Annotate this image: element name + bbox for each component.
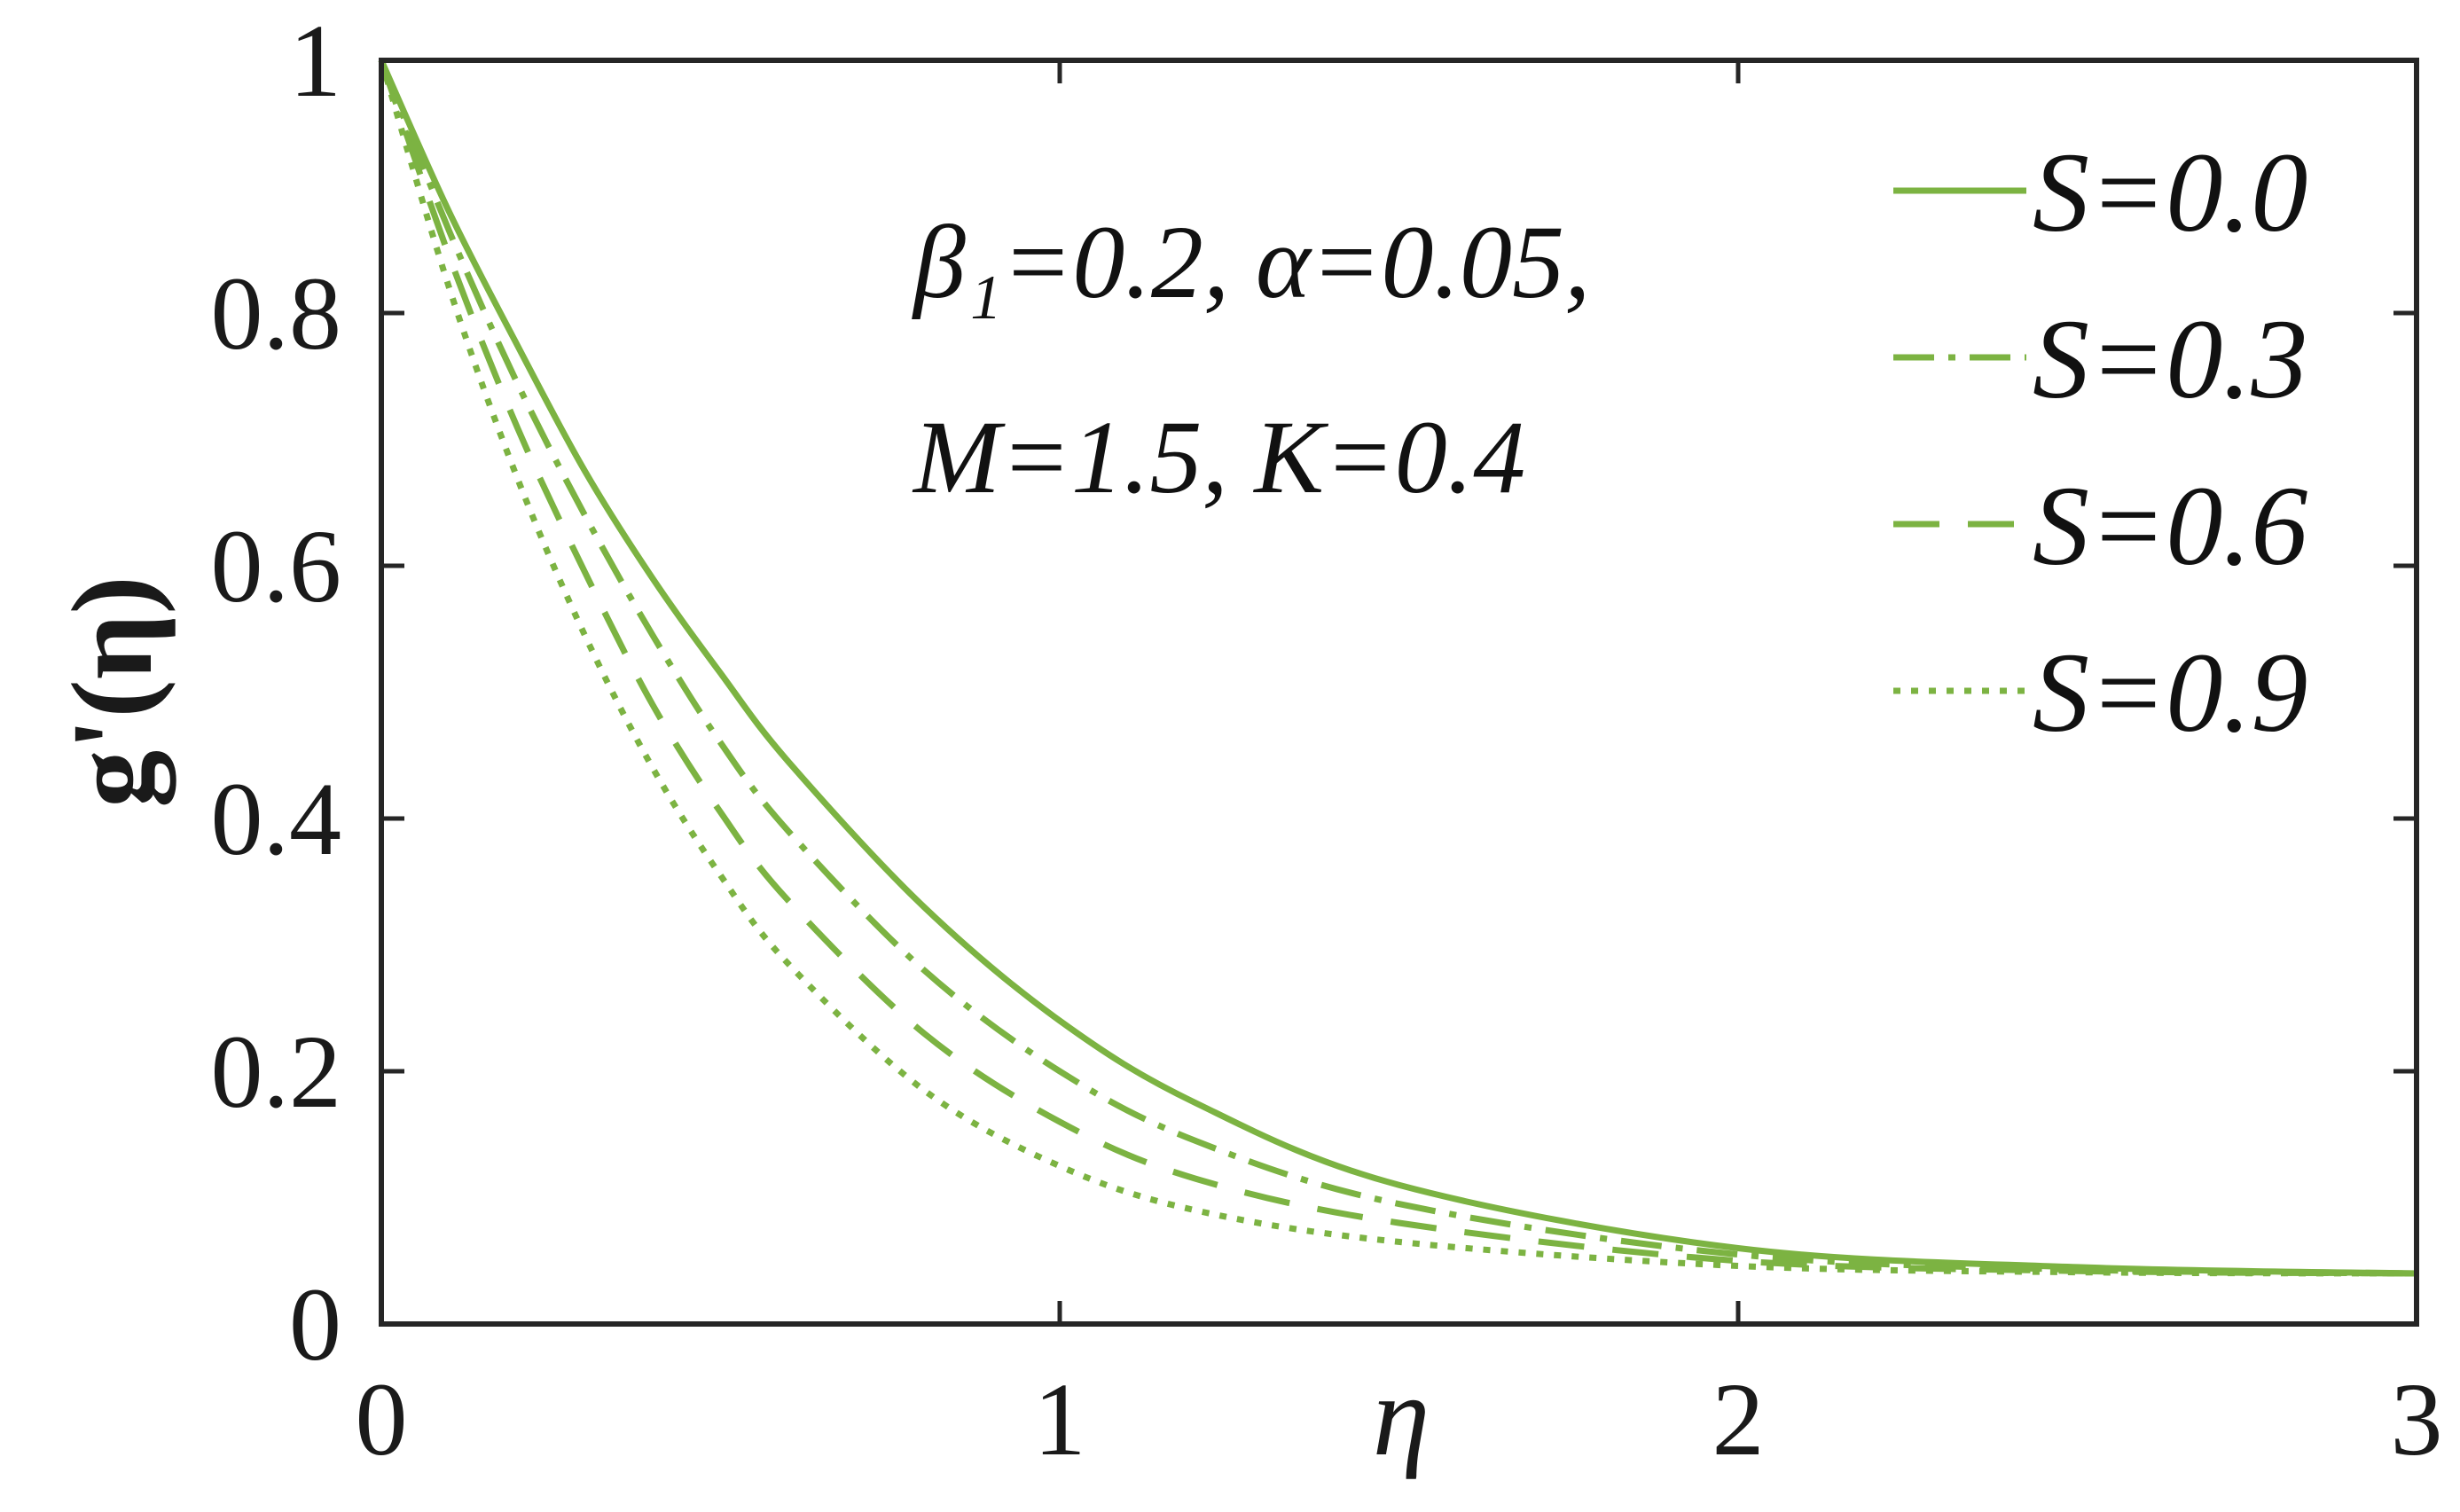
plot-frame	[379, 58, 2419, 1327]
y-tick-label: 0.6	[211, 508, 342, 624]
series-line-0	[378, 59, 2417, 1277]
legend: S=0.0 S=0.3 S=0.6 S=0.9	[1893, 129, 2307, 756]
annotation-line-2: M=1.5, K=0.4	[912, 399, 1525, 515]
series-line-1	[378, 59, 2417, 1277]
legend-label-0: S=0.0	[2033, 129, 2307, 255]
annotation-line-1: β₁=0.2, α=0.05,	[912, 204, 1591, 320]
legend-label-1: S=0.3	[2033, 296, 2307, 422]
tick-layer: 0 1 2 3 0 0.2 0.4 0.6 0.8 1	[211, 3, 2443, 1477]
y-tick-label: 0.8	[211, 255, 342, 372]
legend-label-3: S=0.9	[2033, 630, 2307, 756]
series-line-2	[378, 59, 2417, 1277]
x-tick-label: 2	[1712, 1361, 1765, 1477]
series-layer	[378, 59, 2417, 1277]
y-tick-label: 0.4	[211, 761, 342, 877]
x-tick-label: 1	[1034, 1361, 1086, 1477]
x-tick-label: 3	[2391, 1361, 2443, 1477]
series-line-3	[378, 59, 2417, 1277]
x-axis-label: η	[1373, 1352, 1430, 1480]
y-axis-label: g'(η)	[49, 576, 176, 808]
y-tick-label: 0	[289, 1266, 341, 1383]
x-tick-label: 0	[356, 1361, 408, 1477]
annotation: β₁=0.2, α=0.05, M=1.5, K=0.4	[912, 204, 1591, 515]
legend-label-2: S=0.6	[2033, 463, 2307, 589]
y-tick-label: 1	[289, 3, 341, 119]
y-tick-label: 0.2	[211, 1014, 342, 1130]
